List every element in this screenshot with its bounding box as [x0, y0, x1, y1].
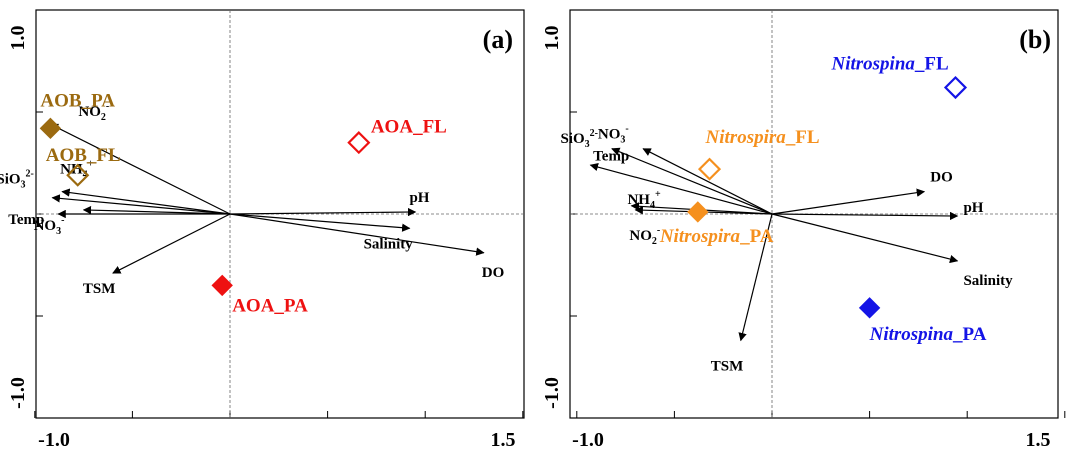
vector-label-nh4: NH4+ — [627, 189, 661, 211]
y-tick-label-max: 1.0 — [541, 26, 563, 51]
taxa-points: AOB_PA AOB_FL AOA_FL AOA_PA — [39, 90, 447, 316]
vector-arrow-do — [771, 188, 926, 215]
vector-label-do: DO — [482, 265, 505, 281]
taxon-marker-aoa-pa — [211, 274, 233, 297]
taxon-label-nitrospira-fl: Nitrospira_FL — [705, 127, 820, 148]
vector-label-salinity: Salinity — [963, 273, 1013, 289]
vector-label-no3: NO3- — [34, 215, 65, 237]
vector-arrow-tsm — [112, 213, 231, 274]
vector-arrow-salinity — [229, 213, 411, 232]
vector-arrow-ph — [771, 211, 959, 221]
taxa-points: Nitrospina_FL Nitrospira_FL Nitrospira_PA N… — [659, 54, 987, 345]
y-tick-label-min: -1.0 — [7, 377, 29, 409]
taxon-marker-aob-pa — [39, 117, 62, 140]
taxon-label-nitrospira-pa: Nitrospira_PA — [659, 226, 774, 247]
vector-label-no2: NO2- — [629, 225, 660, 247]
vector-label-tsm: TSM — [83, 281, 116, 297]
vector-label-temp: Temp — [8, 212, 44, 228]
x-tick-label-min: -1.0 — [572, 429, 604, 451]
taxon-label-nitrospina-fl: Nitrospina_FL — [830, 54, 948, 75]
vector-label-tsm: TSM — [711, 358, 744, 374]
vector-label-no2: NO2- — [78, 101, 109, 123]
x-tick-label-max: 1.5 — [1026, 429, 1051, 451]
vector-label-ph: pH — [963, 200, 983, 216]
x-tick-label-min: -1.0 — [38, 429, 70, 451]
vector-arrow-no2 — [49, 123, 231, 215]
taxon-label-aob-fl: AOB_FL — [46, 145, 121, 166]
vector-label-temp: Temp — [593, 149, 629, 165]
y-tick-label-max: 1.0 — [7, 26, 29, 51]
vector-label-no3: NO3- — [598, 124, 629, 146]
vector-arrow-no3 — [82, 205, 231, 215]
y-tick-label-min: -1.0 — [541, 377, 563, 409]
taxon-marker-aoa-fl — [347, 131, 371, 155]
vector-arrow-do — [229, 213, 485, 256]
taxon-marker-nitrospina-pa — [858, 297, 881, 319]
vector-label-do: DO — [930, 170, 953, 186]
taxon-marker-nitrospira-pa — [687, 201, 709, 223]
reference-lines — [570, 10, 1058, 418]
vector-arrow-no3 — [611, 147, 773, 215]
vector-arrow-sio3 — [51, 194, 231, 215]
vector-arrow-ph — [229, 207, 417, 217]
vector-label-sio3: SiO32- — [560, 128, 598, 150]
vector-arrow-salinity — [771, 213, 959, 264]
vector-label-sio3: SiO32- — [0, 169, 34, 191]
taxon-marker-nitrospira-fl — [697, 157, 722, 181]
vector-arrow-temp — [642, 148, 773, 215]
vector-arrow-tsm — [738, 213, 773, 342]
taxon-label-nitrospina-pa: Nitrospina_PA — [869, 324, 987, 345]
vector-arrow-sio3 — [589, 162, 773, 215]
vector-label-ph: pH — [409, 190, 429, 206]
taxon-label-aoa-pa: AOA_PA — [232, 295, 308, 316]
panel-label: (b) — [1019, 25, 1051, 54]
panel-label: (a) — [483, 25, 513, 54]
taxon-marker-nitrospina-fl — [943, 75, 968, 100]
taxon-label-aob-pa: AOB_PA — [40, 90, 115, 111]
x-tick-label-max: 1.5 — [491, 429, 516, 451]
taxon-label-aoa-fl: AOA_FL — [371, 117, 447, 138]
taxon-marker-aob-fl — [66, 163, 90, 187]
vector-arrow-nh4 — [61, 188, 231, 215]
